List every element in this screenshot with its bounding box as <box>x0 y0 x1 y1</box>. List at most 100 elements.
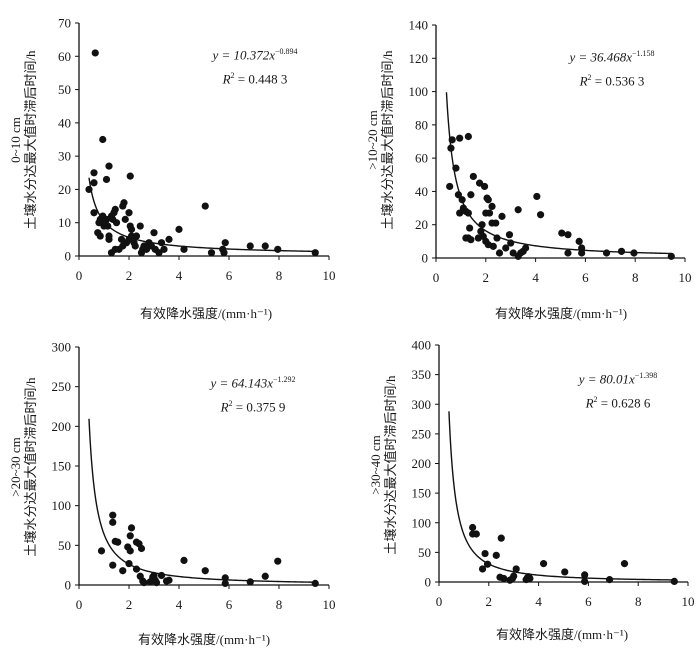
x-tick-label: 8 <box>635 594 642 609</box>
y-tick-label: 300 <box>52 340 72 355</box>
data-point <box>152 579 161 587</box>
y-tick-label: 140 <box>409 18 429 33</box>
y-tick-label: 400 <box>412 338 432 353</box>
chart-panel-0-10cm: 0 10 20 30 40 50 60 70 0 2 4 6 8 10 0~10 cm 土壤水分达最大值时… <box>0 0 350 325</box>
data-point <box>469 523 477 532</box>
y-tick-label: 50 <box>418 545 431 560</box>
data-point <box>564 231 572 239</box>
y-tick-label: 150 <box>52 459 72 474</box>
depth-label: >20~30 cm <box>8 437 23 497</box>
data-point <box>201 202 209 210</box>
data-point <box>96 232 104 240</box>
data-point <box>452 164 460 172</box>
data-point <box>102 175 111 184</box>
data-point <box>91 49 99 57</box>
y-tick-label: 0 <box>65 249 72 264</box>
data-point <box>558 229 566 237</box>
x-tick-label: 10 <box>679 270 692 285</box>
equation-line: y = 36.468x−1.158 <box>562 43 662 67</box>
data-point <box>127 524 136 532</box>
r-squared-line: R2 = 0.448 3 <box>222 71 288 87</box>
y-tick-label: 100 <box>409 84 429 99</box>
data-point <box>464 132 472 141</box>
y-axis-title: 土壤水分达最大值时滞后时间/h <box>383 375 398 555</box>
x-tick-label: 8 <box>276 268 283 283</box>
y-tick-label: 300 <box>412 397 432 412</box>
r-squared-value: = 0.628 6 <box>597 395 651 411</box>
y-tick-label: 200 <box>52 419 72 434</box>
x-tick-label: 4 <box>176 597 183 612</box>
x-tick-label: 10 <box>682 594 695 609</box>
data-point <box>246 242 254 250</box>
r-squared-line: R2 = 0.536 3 <box>579 73 645 89</box>
y-tick-label: 40 <box>415 184 428 199</box>
data-point <box>485 209 494 217</box>
data-point <box>160 245 168 253</box>
data-point <box>526 574 534 583</box>
data-point <box>261 242 269 250</box>
data-point <box>150 229 158 237</box>
data-point <box>617 247 626 255</box>
data-point <box>512 565 520 573</box>
x-tick-label: 8 <box>632 270 639 285</box>
data-point <box>498 212 506 220</box>
y-tick-label: 70 <box>58 16 71 31</box>
data-point <box>467 236 475 244</box>
y-tick-label: 60 <box>415 151 428 166</box>
equation-prefix: y = 36.468x <box>569 49 633 65</box>
x-axis-label: 有效降水强度/(mm·h⁻¹) <box>495 306 628 321</box>
data-point <box>478 221 486 229</box>
data-point <box>483 560 492 568</box>
data-point <box>246 578 254 586</box>
data-point <box>109 511 117 519</box>
data-point <box>578 249 586 257</box>
x-tick-label: 10 <box>323 268 336 283</box>
r-squared-label: R <box>220 399 229 415</box>
data-point <box>165 576 173 584</box>
x-tick-label: 2 <box>126 597 133 612</box>
chart-panel-20-30cm: 0 50 100 150 200 250 300 0 2 4 6 8 10 >20~30 cm 土壤水分… <box>0 324 350 649</box>
data-point <box>454 191 463 199</box>
x-tick-label: 2 <box>486 594 493 609</box>
data-point <box>311 579 319 588</box>
data-point <box>311 249 319 257</box>
data-point <box>127 225 136 233</box>
data-point <box>488 202 496 211</box>
y-axis-label: 0~10 cm 土壤水分达最大值时滞后时间/h <box>8 25 38 255</box>
data-point <box>274 245 282 253</box>
x-tick-label: 6 <box>226 597 233 612</box>
data-point <box>446 182 454 191</box>
r-squared-value: = 0.536 3 <box>591 73 645 89</box>
x-tick-label: 4 <box>535 594 542 609</box>
data-point <box>472 530 480 538</box>
data-point <box>670 577 678 586</box>
y-tick-label: 250 <box>412 426 432 441</box>
r-squared-value: = 0.448 3 <box>234 71 288 87</box>
equation-exponent: −1.398 <box>634 371 658 380</box>
r-squared-label: R <box>579 73 588 89</box>
x-tick-label: 0 <box>76 597 83 612</box>
data-point <box>99 135 107 144</box>
chart-svg: 0 20 40 60 80 100 120 140 0 2 4 6 8 10 <box>409 18 692 286</box>
data-point <box>578 244 586 252</box>
data-point <box>581 571 589 579</box>
data-point <box>274 557 282 565</box>
data-point <box>201 567 209 575</box>
data-point <box>221 239 229 247</box>
data-point <box>492 219 500 227</box>
equation-prefix: y = 10.372x <box>212 47 276 63</box>
y-tick-label: 100 <box>52 498 72 513</box>
data-point <box>137 544 146 553</box>
data-point <box>180 245 188 253</box>
y-tick-label: 350 <box>412 367 432 382</box>
y-tick-label: 20 <box>58 182 71 197</box>
equation-exponent: −0.894 <box>275 47 298 56</box>
y-tick-label: 250 <box>52 379 72 394</box>
data-point <box>456 134 464 142</box>
equation-prefix: y = 64.143x <box>210 375 274 391</box>
data-point <box>514 206 522 214</box>
data-point <box>493 234 501 242</box>
data-point <box>126 172 134 180</box>
r-squared-value: = 0.375 9 <box>232 399 286 415</box>
data-point <box>620 560 629 568</box>
